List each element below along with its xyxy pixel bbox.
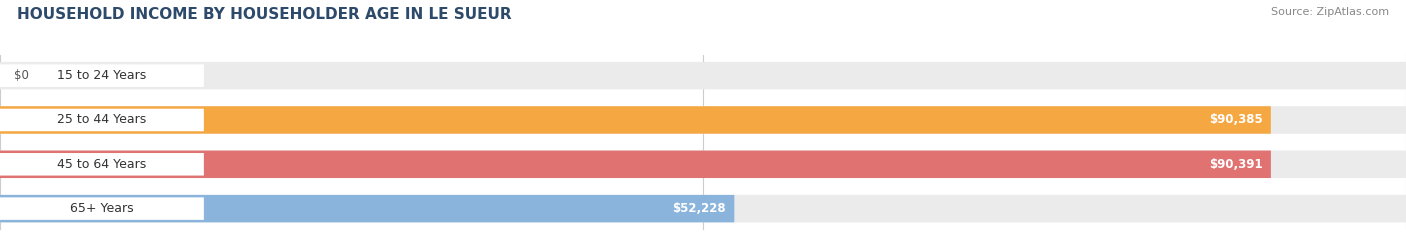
FancyBboxPatch shape	[0, 106, 1406, 134]
Text: $90,391: $90,391	[1209, 158, 1263, 171]
FancyBboxPatch shape	[0, 195, 734, 222]
FancyBboxPatch shape	[0, 153, 204, 175]
Text: 25 to 44 Years: 25 to 44 Years	[58, 113, 146, 127]
Text: 45 to 64 Years: 45 to 64 Years	[58, 158, 146, 171]
Text: $90,385: $90,385	[1209, 113, 1263, 127]
Text: $52,228: $52,228	[672, 202, 725, 215]
FancyBboxPatch shape	[0, 195, 1406, 222]
FancyBboxPatch shape	[0, 151, 1271, 178]
FancyBboxPatch shape	[0, 106, 1271, 134]
Text: $0: $0	[14, 69, 30, 82]
FancyBboxPatch shape	[0, 109, 204, 131]
FancyBboxPatch shape	[0, 62, 1406, 89]
Text: 65+ Years: 65+ Years	[70, 202, 134, 215]
FancyBboxPatch shape	[0, 197, 204, 220]
Text: 15 to 24 Years: 15 to 24 Years	[58, 69, 146, 82]
FancyBboxPatch shape	[0, 151, 1406, 178]
FancyBboxPatch shape	[0, 64, 204, 87]
Text: Source: ZipAtlas.com: Source: ZipAtlas.com	[1271, 7, 1389, 17]
Text: HOUSEHOLD INCOME BY HOUSEHOLDER AGE IN LE SUEUR: HOUSEHOLD INCOME BY HOUSEHOLDER AGE IN L…	[17, 7, 512, 22]
